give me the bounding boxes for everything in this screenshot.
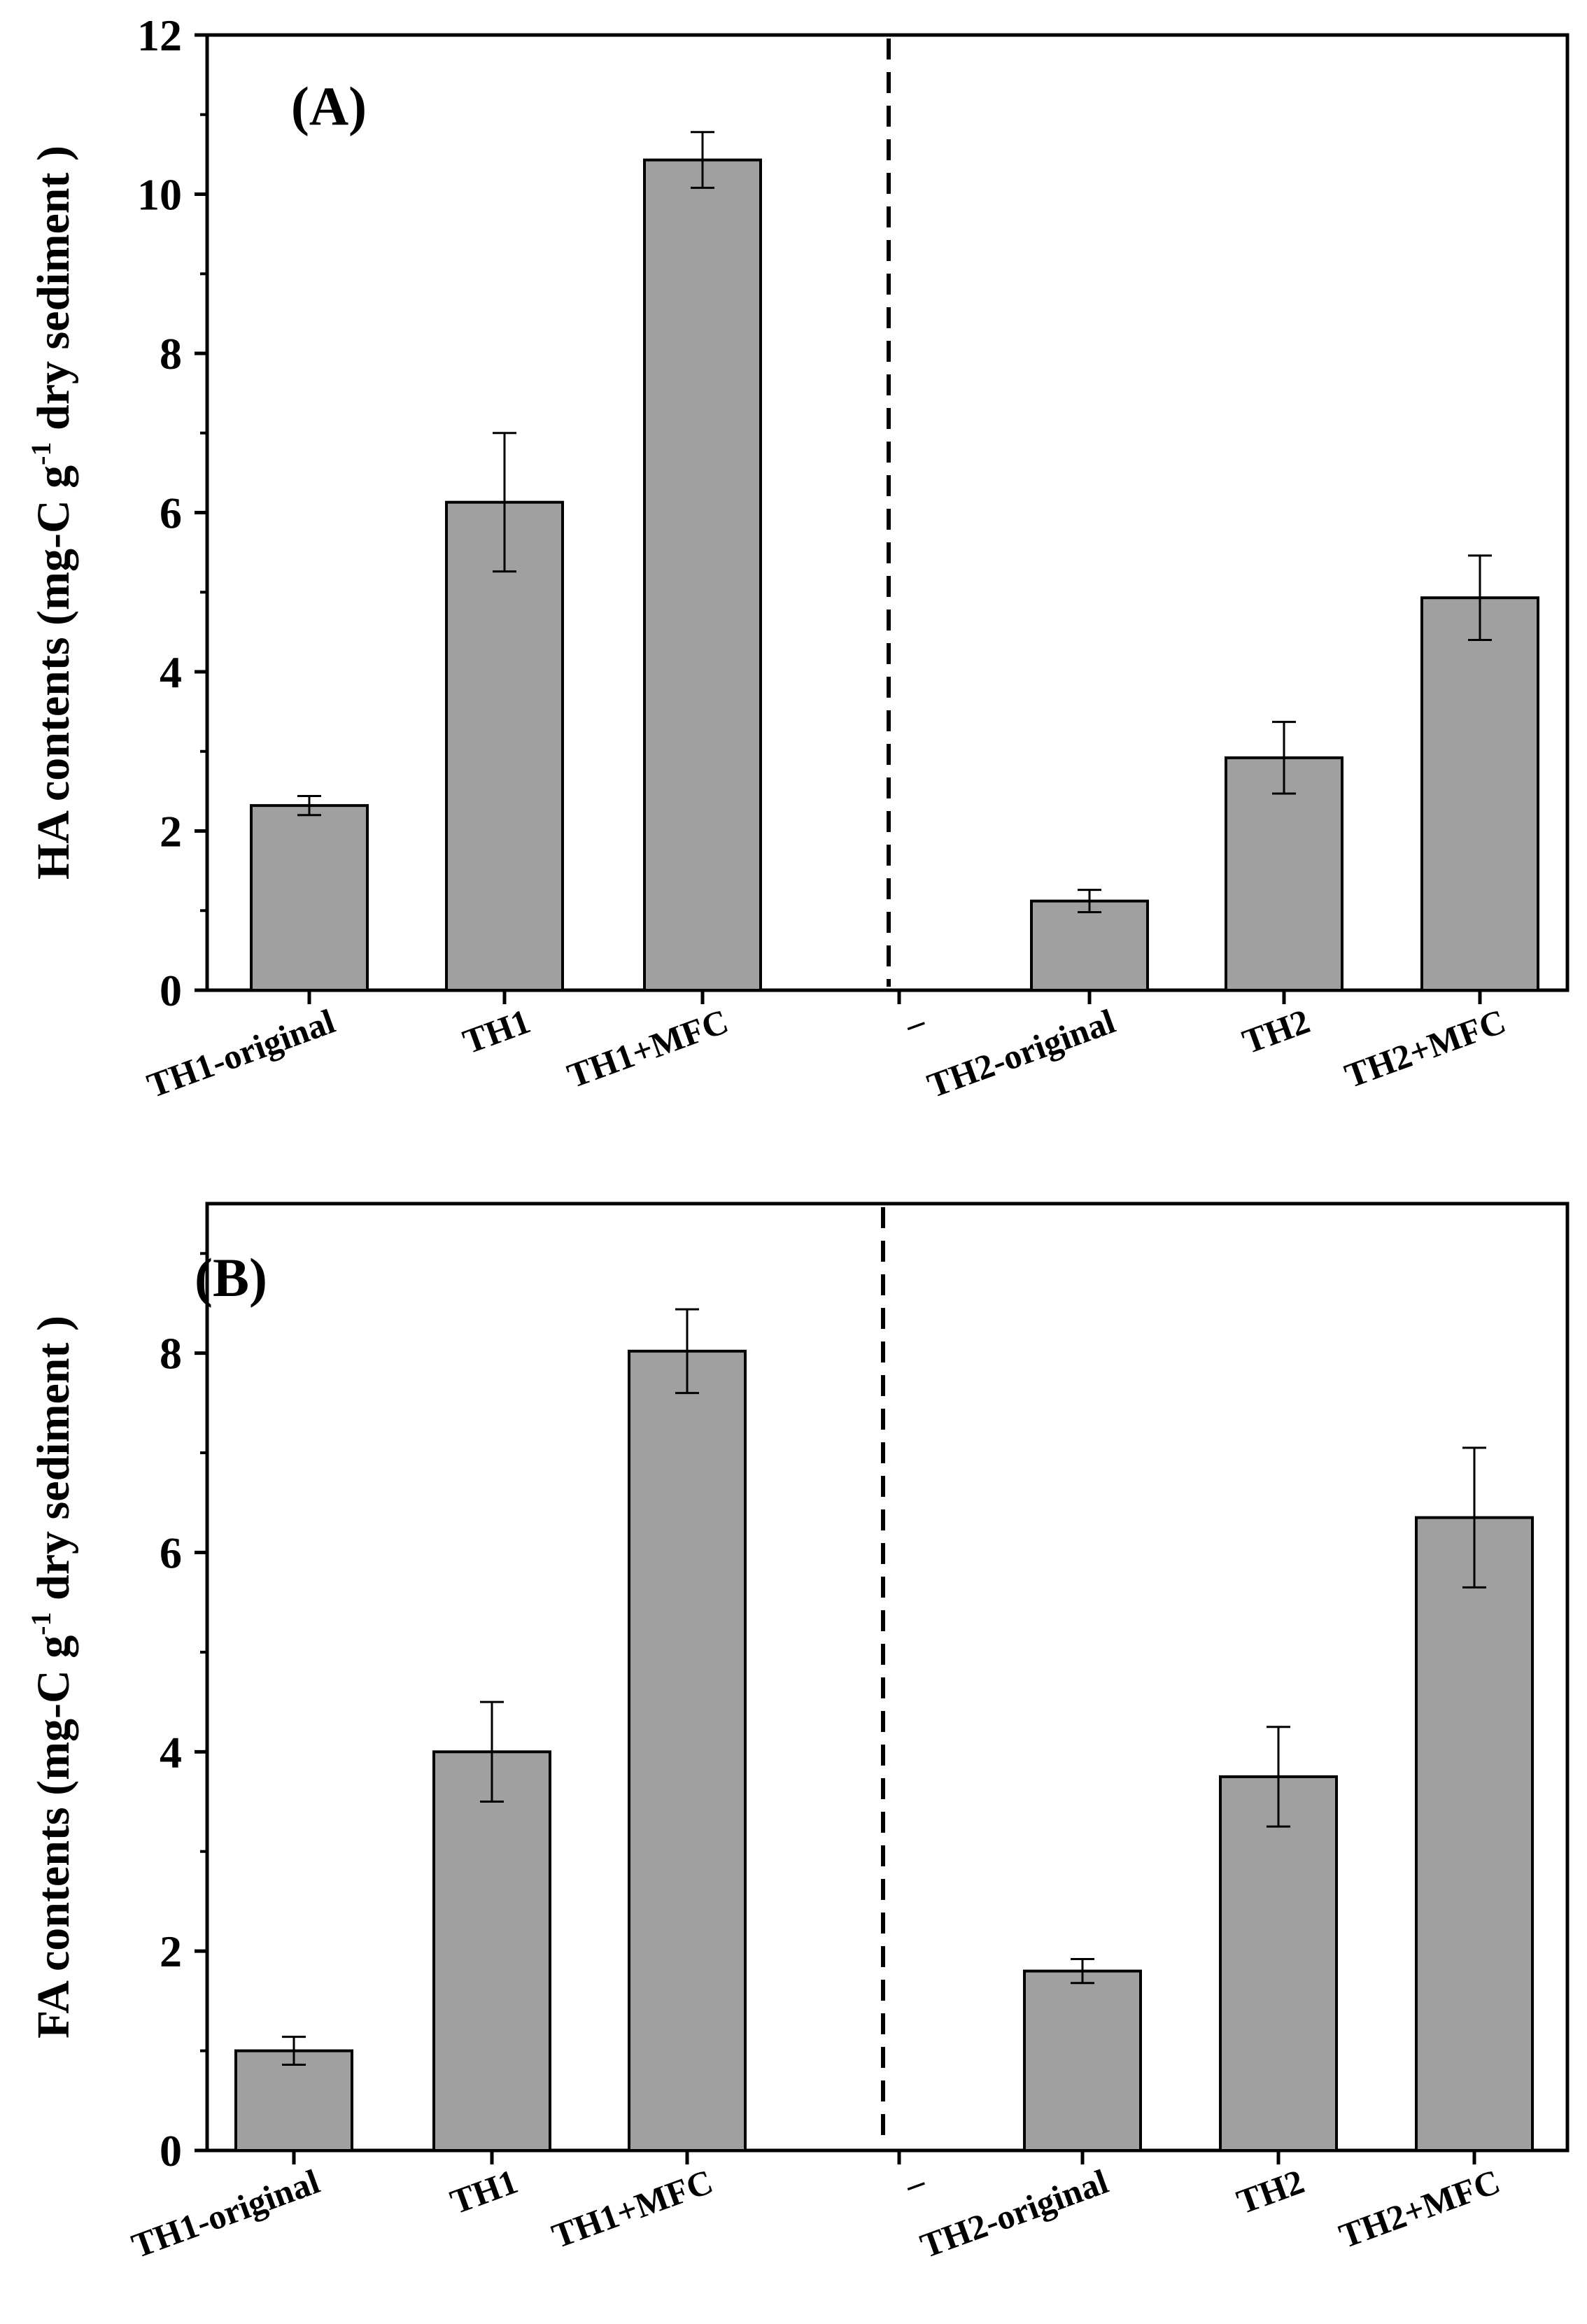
y-tick-label: 6 [160, 488, 182, 538]
y-tick-label: 6 [160, 1528, 182, 1577]
y-tick-label: 0 [160, 2126, 182, 2176]
y-tick-label: 8 [160, 1329, 182, 1379]
category-label: – [899, 2161, 931, 2204]
category-label: TH2 [1237, 1001, 1315, 1062]
bar-th2-mfc [1420, 596, 1539, 992]
y-tick-label: 12 [137, 10, 182, 60]
bar-th2-mfc [1415, 1516, 1534, 2152]
category-label: TH1 [458, 1001, 535, 1062]
category-label: TH1+MFC [562, 1001, 733, 1096]
y-axis-label: HA contents (mg-C g-1 dry sediment ) [25, 146, 79, 880]
panel-b: 0 2 4 6 8 TH1-original TH1 TH1+MFC –TH2-original… [25, 1202, 1570, 2266]
category-label: TH1-original [142, 1001, 340, 1106]
bar-th2 [1225, 756, 1343, 992]
bar-th1-mfc [628, 1349, 747, 2152]
category-label: TH2+MFC [1339, 1001, 1510, 1096]
bar-th1 [432, 1750, 551, 2152]
category-label: – [899, 1001, 931, 1044]
category-label: TH1 [445, 2162, 523, 2222]
bar-th2 [1219, 1775, 1338, 2153]
y-tick-label: 10 [137, 170, 182, 220]
bar-th1 [445, 500, 564, 992]
category-label: TH1+MFC [546, 2162, 717, 2256]
category-label: TH2+MFC [1334, 2162, 1504, 2256]
category-label: TH2-original [915, 2162, 1113, 2266]
bar-th1-original [234, 2049, 353, 2152]
panel-label: (B) [195, 1247, 267, 1308]
category-label: TH1-original [127, 2162, 325, 2266]
plot-frame [205, 1202, 1570, 2153]
panel-label: (A) [291, 76, 367, 136]
bar-th2-original [1023, 1969, 1142, 2152]
bar-th1-original [250, 804, 369, 992]
y-axis-label: FA contents (mg-C g-1 dry sediment ) [25, 1316, 79, 2038]
category-label: TH2 [1232, 2162, 1309, 2222]
y-tick-label: 0 [160, 966, 182, 1015]
y-tick-label: 2 [160, 1927, 182, 1976]
y-tick-label: 8 [160, 329, 182, 379]
panel-a: 0 2 4 6 8 10 12 TH1-original TH1 TH1+MFC –TH2-orig… [25, 10, 1570, 1106]
bar-th2-original [1030, 899, 1149, 992]
bar-th1-mfc [643, 158, 762, 992]
category-label: TH2-original [922, 1001, 1120, 1106]
y-tick-label: 4 [160, 1727, 182, 1777]
y-tick-label: 2 [160, 807, 182, 857]
y-tick-label: 4 [160, 647, 182, 697]
